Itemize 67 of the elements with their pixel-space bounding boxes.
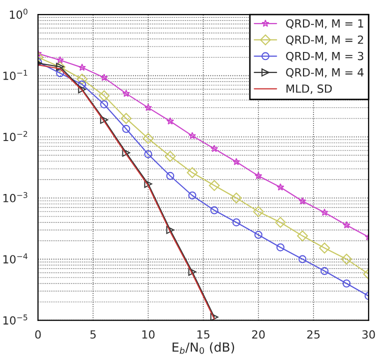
x-tick-label: 5 (90, 330, 96, 339)
point (341, 254, 352, 265)
point (56, 69, 64, 78)
y-tick-label: 10$^{−2}$ (3, 130, 28, 142)
point (342, 280, 351, 288)
x-tick-label: 30 (362, 330, 375, 339)
legend-label: QRD-M, M = 1 (286, 19, 364, 29)
point (232, 218, 240, 226)
point (210, 144, 218, 152)
point (56, 56, 64, 64)
point (208, 180, 220, 191)
point (122, 124, 130, 133)
point (298, 255, 306, 264)
y-tick-label: 10$^{0}$ (10, 8, 28, 19)
point (144, 104, 152, 112)
x-tick-label: 10 (142, 330, 155, 339)
point (254, 230, 262, 239)
point (100, 116, 108, 124)
point (164, 150, 176, 162)
point (122, 90, 130, 97)
point (275, 216, 286, 228)
point (342, 221, 350, 228)
point (188, 191, 196, 200)
point (230, 192, 242, 204)
point (144, 150, 152, 158)
legend-label: QRD-M, M = 2 (286, 36, 364, 46)
legend-label: QRD-M, M = 4 (286, 68, 364, 78)
point (320, 267, 329, 276)
point (142, 133, 154, 144)
x-axis-title: E$_{b}$/N$_{0}$ (dB) (172, 342, 234, 354)
legend-label: QRD-M, M = 3 (286, 52, 364, 62)
point (122, 148, 130, 157)
point (320, 208, 328, 216)
y-tick-label: 10$^{−5}$ (3, 314, 28, 325)
x-tick-label: 15 (197, 330, 210, 339)
point (254, 172, 262, 180)
point (186, 167, 198, 178)
point (298, 197, 306, 204)
point (166, 117, 174, 125)
point (78, 80, 86, 88)
point (188, 268, 196, 276)
point (166, 172, 174, 180)
point (319, 242, 330, 254)
point (120, 113, 132, 124)
point (100, 74, 108, 81)
point (188, 132, 196, 140)
y-tick-label: 10$^{−4}$ (3, 253, 28, 264)
point (144, 180, 152, 188)
y-tick-label: 10$^{−1}$ (3, 70, 28, 80)
y-tick-label: 10$^{−3}$ (3, 192, 28, 202)
point (100, 100, 108, 108)
point (78, 64, 86, 71)
point (78, 85, 86, 94)
point (166, 226, 174, 234)
legend-label: MLD, SD (286, 84, 332, 94)
point (210, 313, 218, 320)
point (252, 206, 264, 218)
point (76, 74, 88, 85)
point (98, 90, 110, 102)
point (276, 243, 284, 252)
x-tick-label: 25 (307, 330, 320, 339)
point (276, 183, 284, 191)
point (232, 158, 240, 166)
point (210, 206, 218, 214)
x-tick-label: 0 (35, 330, 41, 339)
point (297, 230, 308, 242)
x-tick-label: 20 (252, 330, 265, 339)
